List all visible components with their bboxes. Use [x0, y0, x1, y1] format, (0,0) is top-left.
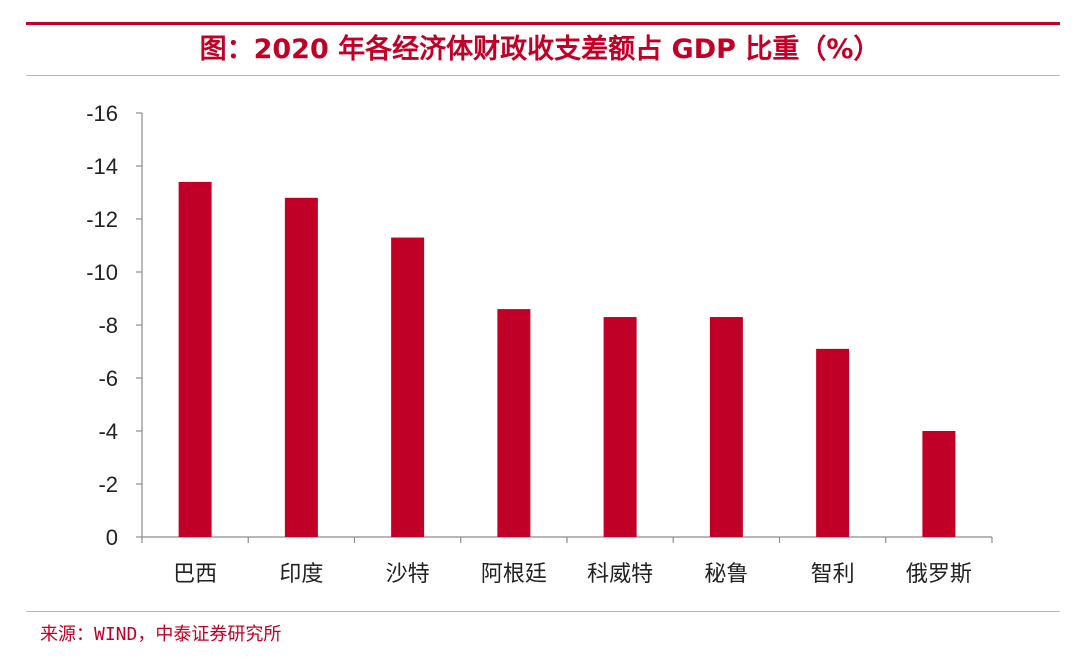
- bar: [816, 348, 850, 537]
- chart-title: 图：2020 年各经济体财政收支差额占 GDP 比重（%）: [199, 34, 881, 65]
- x-category-label: 科威特: [587, 562, 653, 587]
- x-category-label: 阿根廷: [481, 562, 547, 587]
- x-category-label: 巴西: [173, 562, 217, 587]
- y-tick-label: -8: [98, 313, 118, 338]
- bar-series: [178, 181, 956, 538]
- y-tick-label: -4: [98, 419, 118, 444]
- bar: [497, 309, 531, 537]
- bar: [922, 431, 956, 537]
- x-category-label: 俄罗斯: [906, 562, 972, 587]
- y-tick-label: -16: [86, 101, 118, 126]
- bar-chart: -16 -14 -12 -10 -8 -6 -4 -2 0 巴西 印度 沙特 阿根廷 科威特 秘鲁 智利 俄罗…: [86, 101, 993, 587]
- bar: [284, 197, 318, 538]
- bar: [709, 317, 743, 537]
- title-top-rule: [26, 22, 1060, 25]
- y-axis: -16 -14 -12 -10 -8 -6 -4 -2 0: [86, 101, 143, 550]
- y-tick-label: -2: [98, 472, 118, 497]
- x-category-label: 沙特: [386, 562, 430, 587]
- source-top-rule: [26, 611, 1060, 612]
- bar: [178, 181, 212, 537]
- x-category-label: 秘鲁: [704, 562, 748, 587]
- bar: [603, 317, 637, 537]
- title-bottom-rule: [26, 75, 1060, 76]
- y-tick-label: 0: [106, 525, 118, 550]
- y-tick-label: -14: [86, 154, 118, 179]
- source-note: 来源：WIND，中泰证券研究所: [40, 624, 282, 645]
- y-tick-label: -10: [86, 260, 118, 285]
- y-tick-label: -12: [86, 207, 118, 232]
- y-tick-label: -6: [98, 366, 118, 391]
- x-category-label: 智利: [811, 562, 855, 587]
- bar: [391, 237, 425, 538]
- x-axis: 巴西 印度 沙特 阿根廷 科威特 秘鲁 智利 俄罗斯: [141, 536, 993, 587]
- x-category-label: 印度: [279, 562, 323, 587]
